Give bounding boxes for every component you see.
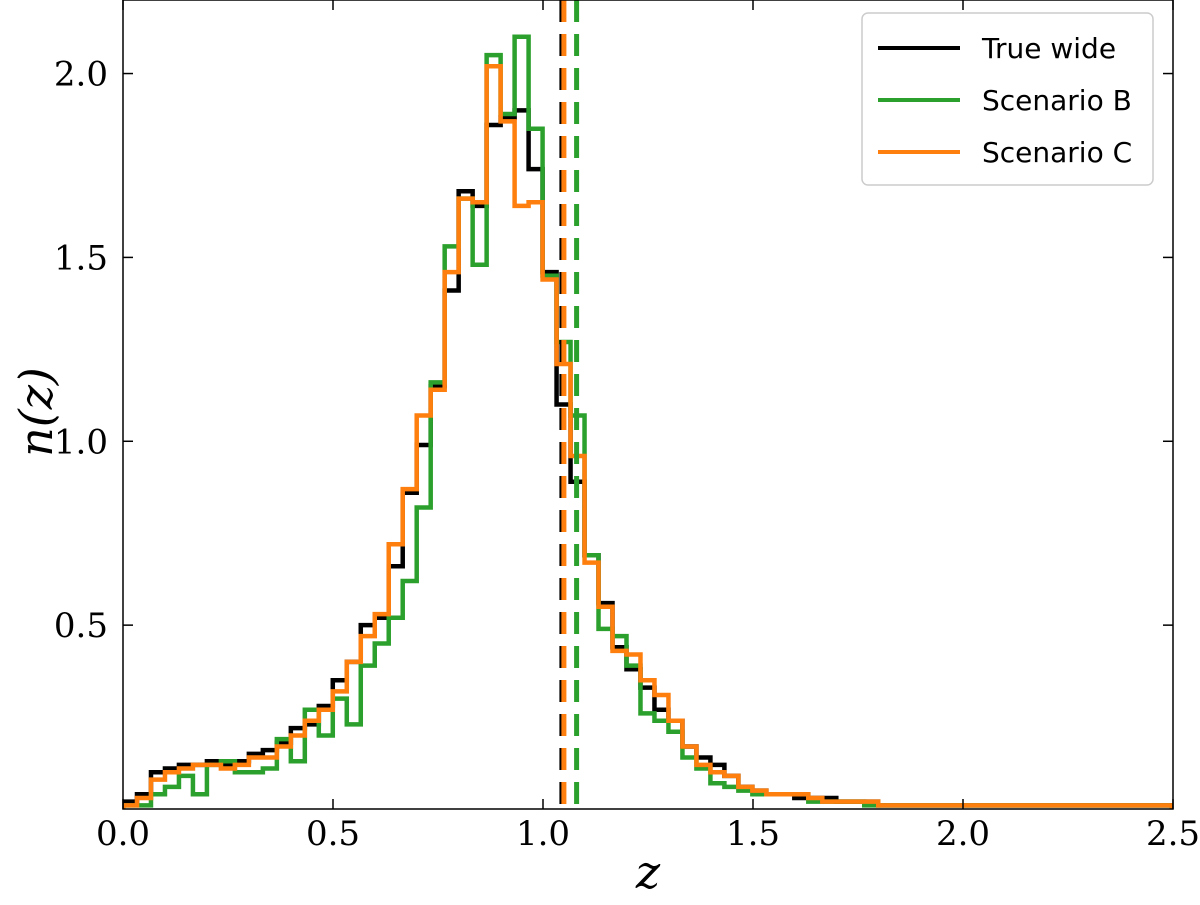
histogram-scenario-c [123, 63, 1173, 809]
x-tick-label: 2.5 [1146, 814, 1200, 854]
legend-label-scenario-c: Scenario C [982, 136, 1132, 169]
legend: True wide Scenario B Scenario C [861, 12, 1154, 186]
histogram-true-wide [123, 108, 1173, 809]
x-tick-label: 0.0 [96, 814, 150, 854]
x-tick-label: 1.5 [726, 814, 780, 854]
y-tick-label: 1.0 [54, 422, 108, 462]
plot-frame [122, 0, 1174, 810]
axis-ticks: 0.0 0.5 1.0 1.5 2.0 2.5 0.5 1.0 1.5 2.0 [54, 0, 1200, 854]
legend-label-scenario-b: Scenario B [982, 84, 1132, 117]
legend-label-true-wide: True wide [981, 32, 1116, 65]
legend-box [861, 12, 1154, 186]
x-axis-label: z [635, 845, 661, 899]
y-axis-label: n(z) [9, 367, 63, 457]
series-layer [123, 34, 1173, 809]
y-tick-label: 1.5 [54, 238, 108, 278]
x-tick-label: 0.5 [306, 814, 360, 854]
y-tick-label: 2.0 [54, 55, 108, 95]
y-tick-label: 0.5 [54, 606, 108, 646]
x-tick-label: 1.0 [516, 814, 570, 854]
x-tick-label: 2.0 [936, 814, 990, 854]
